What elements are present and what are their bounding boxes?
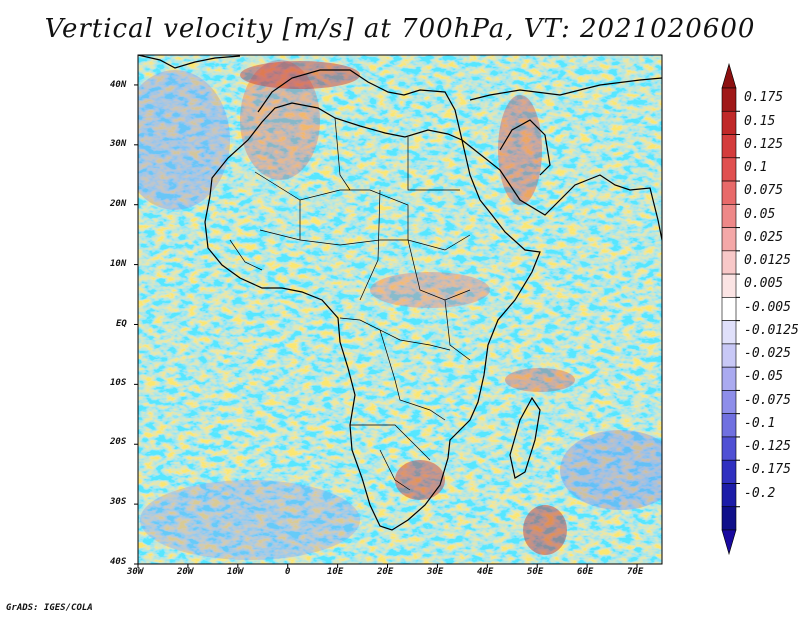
axis-ticks [134,84,638,568]
lat-label: 30N [110,139,127,149]
colorbar-swatch [721,180,737,205]
lon-label: 10E [327,567,344,577]
lon-label: 60E [577,567,594,577]
colorbar-label: 0.15 [744,113,776,129]
colorbar-label: 0.05 [744,206,776,222]
colorbar-swatch [721,134,737,159]
velocity-field [138,55,662,564]
colorbar-label: 0.025 [744,229,784,245]
colorbar-swatch [721,110,737,135]
colorbar [721,62,740,556]
lon-label: 70E [627,567,644,577]
ascent-zone [505,368,575,392]
colorbar-swatch [721,483,737,508]
ascent-zone [240,61,360,89]
lat-label: 40S [110,557,127,567]
colorbar-swatch [721,227,737,252]
lat-label: EQ [116,319,127,329]
colorbar-swatch [721,436,737,461]
ascent-zone [523,505,567,555]
country-borders [229,117,471,491]
lat-label: 10N [110,259,127,269]
colorbar-swatch [721,87,737,112]
ascent-zone [370,272,490,308]
colorbar-swatch [721,343,737,368]
lon-label: 50E [527,567,544,577]
colorbar-label: 0.1 [744,160,768,176]
colorbar-swatch [721,506,737,531]
colorbar-label: -0.0125 [744,322,799,338]
colorbar-label: 0.0125 [744,253,791,269]
coastlines [138,55,662,531]
colorbar-swatch [721,320,737,345]
colorbar-swatch [721,413,737,438]
colorbar-label: -0.005 [744,299,791,315]
colorbar-swatch [721,459,737,484]
lon-label: 0 [285,567,291,577]
map-title: Vertical velocity [m/s] at 700hPa, VT: 2… [44,14,756,44]
lat-label: 40N [110,80,127,90]
colorbar-label: -0.125 [744,439,791,455]
lat-label: 30S [110,497,127,507]
colorbar-label: -0.175 [744,462,791,478]
colorbar-label: 0.175 [744,90,784,106]
colorbar-top-arrow [721,62,737,89]
plot-frame [137,54,663,565]
colorbar-bottom-arrow [721,529,737,556]
subsidence-zone [138,70,230,210]
lat-label: 10S [110,378,127,388]
colorbar-label: -0.05 [744,369,784,385]
ascent-zone [498,95,542,205]
colorbar-label: -0.025 [744,346,791,362]
colorbar-swatch [721,204,737,228]
colorbar-label: 0.125 [744,136,784,152]
lon-label: 20W [177,567,194,577]
subsidence-zone [560,430,662,510]
lon-label: 30W [127,567,144,577]
subsidence-zone [140,480,360,560]
colorbar-label: 0.075 [744,183,784,199]
credit-text: GrADS: IGES/COLA [6,603,93,613]
ascent-zone [240,60,320,180]
colorbar-label: 0.005 [744,276,784,292]
colorbar-swatch [721,250,737,275]
lon-label: 30E [427,567,444,577]
ascent-zone [395,460,445,500]
lat-label: 20N [110,199,127,209]
colorbar-label: -0.1 [744,415,776,431]
colorbar-swatch [721,366,737,391]
colorbar-swatch [721,157,737,182]
lon-label: 40E [477,567,494,577]
colorbar-label: -0.075 [744,392,791,408]
colorbar-swatch [721,273,737,298]
lon-label: 20E [377,567,394,577]
lon-label: 10W [227,567,244,577]
colorbar-swatch [721,390,737,414]
colorbar-swatch [721,297,737,321]
colorbar-label: -0.2 [744,485,776,501]
lat-label: 20S [110,437,127,447]
